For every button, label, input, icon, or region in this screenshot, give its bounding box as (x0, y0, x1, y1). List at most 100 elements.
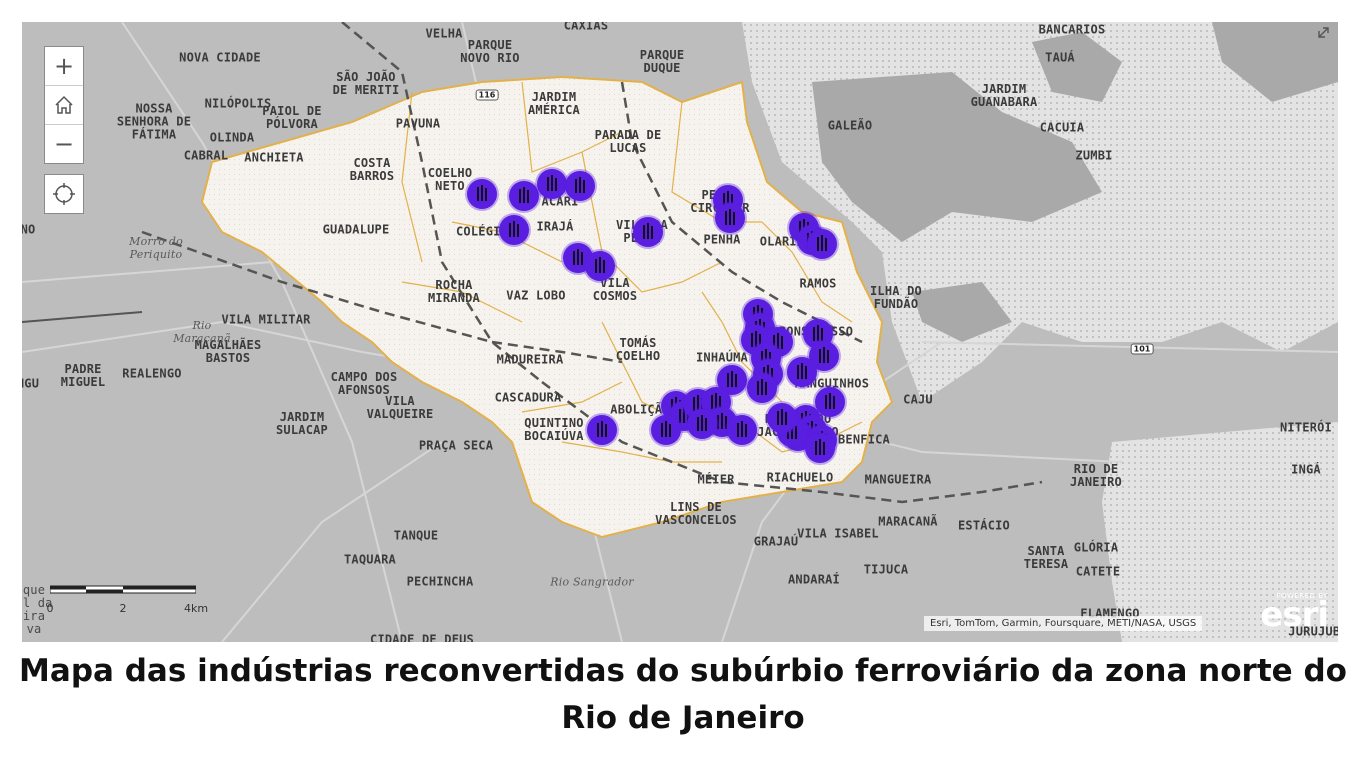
place-label: CAXIAS (563, 22, 609, 33)
place-label: PARQUE DUQUE (639, 48, 685, 75)
industry-marker[interactable] (651, 415, 681, 445)
place-label: ZUMBI (1075, 148, 1113, 163)
place-label: TAUÁ (1045, 50, 1075, 65)
place-label: PENHA (703, 232, 741, 247)
place-label: INGÁ (1291, 462, 1321, 477)
place-label: MADUREIRA (496, 352, 564, 367)
place-label: VELHA (425, 26, 463, 41)
industry-marker[interactable] (727, 415, 757, 445)
industry-marker[interactable] (715, 203, 745, 233)
place-label: REALENGO (122, 366, 182, 381)
place-label: COSTA BARROS (349, 156, 395, 183)
place-label: MANGUEIRA (864, 472, 932, 487)
place-label: CACUIA (1039, 120, 1085, 135)
zoom-in-button[interactable]: + (53, 52, 75, 80)
place-label: GUADALUPE (322, 222, 390, 237)
place-label: Morro do Periquito (129, 235, 183, 261)
place-label: QUINTINO BOCAIÚVA (524, 416, 584, 443)
place-label: TIJUCA (863, 562, 909, 577)
place-label: ANDARAÍ (788, 572, 840, 587)
place-label: JURUJUBA (1288, 624, 1338, 639)
place-label: BENFICA (838, 432, 890, 447)
industry-marker[interactable] (537, 169, 567, 199)
place-label: PADRE MIGUEL (60, 362, 106, 389)
expand-icon (1318, 27, 1329, 38)
industry-marker[interactable] (805, 433, 835, 463)
scale-tick: 4km (183, 602, 209, 615)
place-label: GRAJAÚ (753, 534, 799, 549)
map-caption: Mapa das indústrias reconvertidas do sub… (19, 653, 1347, 736)
place-label: ROCHA MIRANDA (428, 278, 480, 305)
place-label: COELHO NETO (427, 166, 473, 193)
industry-marker[interactable] (587, 415, 617, 445)
place-label: PAVUNA (395, 116, 441, 131)
expand-button[interactable] (1314, 26, 1332, 44)
place-label: RIACHUELO (766, 470, 834, 485)
place-label: INHAÚMA (696, 350, 748, 365)
home-button[interactable] (45, 85, 83, 124)
place-label: LINS DE VASCONCELOS (655, 500, 737, 527)
place-label: CABRAL (183, 148, 229, 163)
place-label: ILHA DO FUNDÃO (870, 284, 922, 311)
place-label: RIO DE JANEIRO (1070, 462, 1122, 489)
locate-button[interactable] (45, 175, 83, 213)
highway-shield: 116 (475, 89, 499, 101)
place-label: NILÓPOLIS (204, 96, 272, 111)
place-label: PRAÇA SECA (418, 438, 494, 453)
scale-tick: 2 (119, 602, 127, 615)
industry-marker[interactable] (633, 217, 663, 247)
locate-icon (53, 183, 75, 205)
map-view[interactable]: VELHA CAXIAS PARQUE NOVO RIO PARQUE DUQUE BA… (22, 22, 1338, 642)
industry-marker[interactable] (747, 373, 777, 403)
scale-tick: 0 (46, 602, 54, 615)
industry-marker[interactable] (509, 181, 539, 211)
place-label: NOSSA SENHORA DE FÁTIMA (116, 101, 192, 142)
place-label: CASCADURA (494, 390, 562, 405)
industry-marker[interactable] (787, 357, 817, 387)
place-label: MARACANÃ (878, 514, 938, 529)
place-label: CAJU (903, 392, 933, 407)
place-label: VILA COSMOS (592, 276, 638, 303)
place-label: PAIOL DE PÓLVORA (262, 104, 322, 131)
place-label: CIDADE DE DEUS (370, 632, 474, 642)
place-label: CATETE (1075, 564, 1121, 579)
industry-marker[interactable] (565, 171, 595, 201)
place-label: GLÓRIA (1073, 540, 1119, 555)
zoom-controls: + − (44, 46, 84, 164)
industry-marker[interactable] (767, 403, 797, 433)
industry-marker[interactable] (467, 179, 497, 209)
scale-bar: 0 2 4km (47, 585, 208, 615)
map-attribution[interactable]: Esri, TomTom, Garmin, Foursquare, METI/N… (924, 616, 1203, 631)
place-label: ESTÁCIO (958, 518, 1010, 533)
industry-marker[interactable] (807, 229, 837, 259)
place-label: BANCARIOS (1038, 22, 1106, 37)
esri-wordmark: esri (1260, 595, 1329, 635)
place-label: PARQUE NOVO RIO (460, 38, 520, 65)
place-label: SÃO JOÃO DE MERITI (332, 70, 400, 97)
place-label: PARADA DE LUCAS (594, 128, 662, 155)
place-label: SANTA TERESA (1023, 544, 1069, 571)
place-label: VAZ LOBO (506, 288, 566, 303)
place-label: JARDIM AMÉRICA (528, 90, 580, 117)
place-label: VILA MILITAR (221, 312, 311, 327)
zoom-out-button[interactable]: − (45, 124, 83, 163)
place-label: NITERÓI (1280, 420, 1332, 435)
industry-marker[interactable] (499, 215, 529, 245)
esri-logo[interactable]: POWERED BY esri (1260, 592, 1329, 635)
industry-marker[interactable] (687, 409, 717, 439)
place-label: RAMOS (799, 276, 837, 291)
place-label: COLÉGIO (456, 224, 508, 239)
place-label: GALEÃO (827, 118, 873, 133)
place-label: ANCHIETA (244, 150, 304, 165)
place-label: IRAJÁ (536, 219, 574, 234)
place-label: TAQUARA (344, 552, 396, 567)
place-label: Rio Maracanã (173, 319, 231, 345)
place-label: NOVA CIDADE (179, 50, 261, 65)
place-label: TANQUE (393, 528, 439, 543)
place-label: MAGALHÃES BASTOS (194, 338, 262, 365)
industry-marker[interactable] (815, 387, 845, 417)
place-label: JARDIM GUANABARA (970, 82, 1038, 109)
highway-shield: 101 (1130, 343, 1154, 355)
industry-marker[interactable] (585, 251, 615, 281)
place-label: OLINDA (209, 130, 255, 145)
